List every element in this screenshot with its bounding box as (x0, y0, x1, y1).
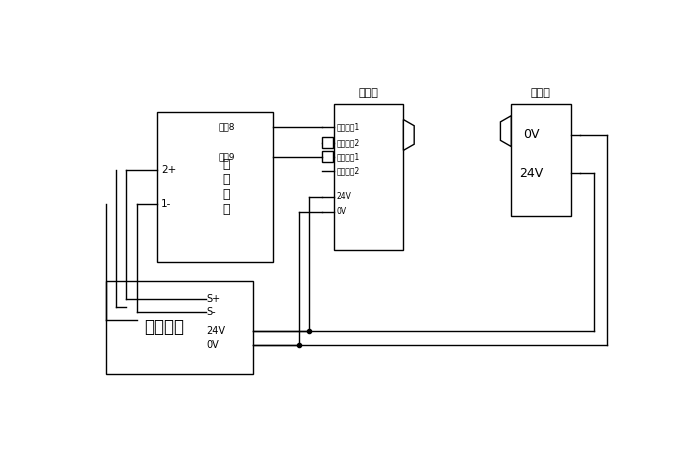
Text: 发射器: 发射器 (531, 88, 551, 98)
Text: 24V: 24V (519, 167, 543, 180)
Text: 24V: 24V (337, 192, 351, 201)
Bar (322, 151, 332, 162)
Text: 输入9: 输入9 (218, 152, 235, 161)
Text: 24V: 24V (206, 327, 225, 336)
Bar (334, 104, 403, 250)
Bar (157, 112, 272, 262)
Text: 0V: 0V (206, 340, 219, 350)
Text: 故障输出2: 故障输出2 (337, 138, 360, 147)
Text: 2+: 2+ (161, 165, 176, 175)
Text: 输入8: 输入8 (218, 123, 235, 132)
Polygon shape (500, 116, 511, 147)
Text: 报警主机: 报警主机 (144, 318, 184, 336)
Polygon shape (403, 120, 414, 150)
Text: 输
入
模
块: 输 入 模 块 (223, 158, 230, 216)
Text: S-: S- (206, 307, 216, 317)
Text: 故障输出1: 故障输出1 (337, 123, 360, 132)
Text: 0V: 0V (523, 129, 539, 142)
Text: 接收器: 接收器 (359, 88, 379, 98)
Text: 报警输出2: 报警输出2 (337, 167, 360, 175)
Bar (106, 281, 253, 374)
Text: S+: S+ (206, 294, 220, 304)
Text: 报警输出1: 报警输出1 (337, 152, 360, 161)
Bar (322, 137, 332, 148)
Text: 0V: 0V (337, 207, 346, 216)
Text: 1-: 1- (161, 199, 172, 209)
Bar (511, 104, 570, 216)
